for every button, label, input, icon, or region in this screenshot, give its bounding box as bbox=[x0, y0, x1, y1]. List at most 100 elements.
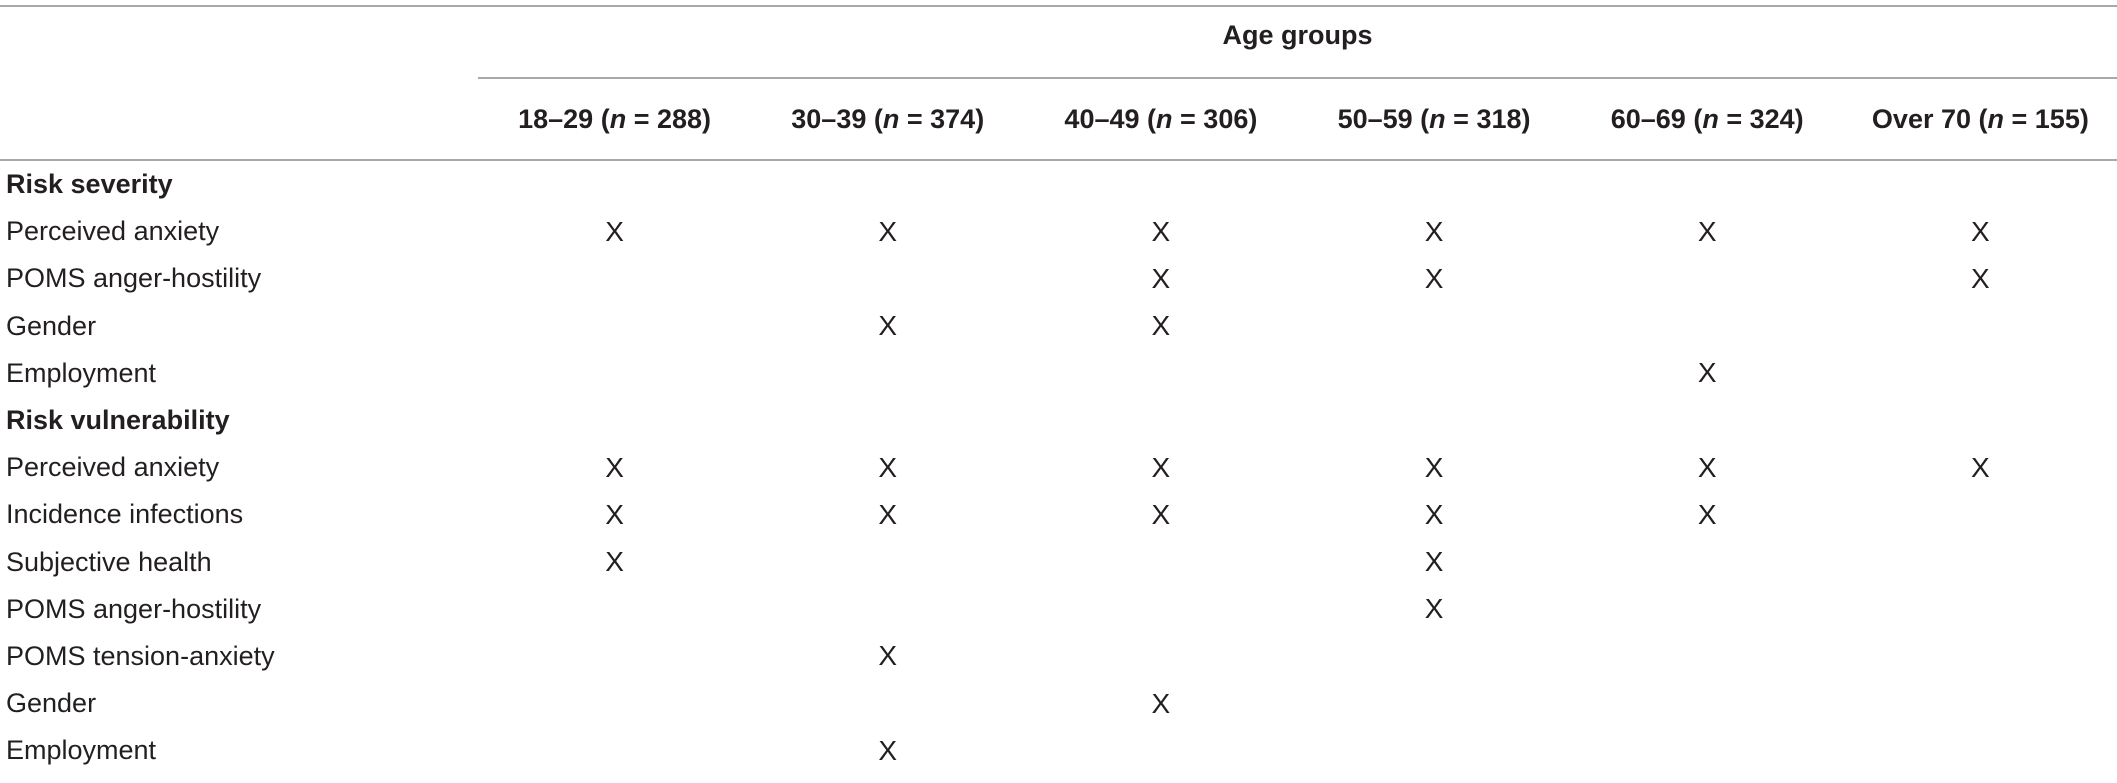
empty-cell bbox=[1024, 397, 1297, 444]
mark-cell: X bbox=[1697, 451, 1717, 483]
mark-cell: X bbox=[878, 498, 898, 530]
column-n-value: 288 bbox=[656, 103, 703, 134]
empty-cell bbox=[1571, 397, 1844, 444]
column-n-value: 306 bbox=[1203, 103, 1249, 134]
header-empty-cell bbox=[0, 6, 478, 79]
row-label: POMS tension-anxiety bbox=[6, 640, 275, 671]
column-range: 30–39 bbox=[791, 103, 867, 134]
mark-cell: X bbox=[1151, 451, 1171, 483]
age-groups-heading: Age groups bbox=[478, 7, 2117, 79]
mark-cell bbox=[1024, 539, 1297, 586]
mark-cell bbox=[1844, 586, 2117, 633]
mark-cell: X bbox=[1151, 262, 1171, 294]
mark-cell bbox=[478, 680, 751, 727]
column-header: 50–59 (n = 318) bbox=[1337, 103, 1531, 134]
mark-cell bbox=[1297, 727, 1570, 774]
mark-cell bbox=[1844, 727, 2117, 774]
header-label-cell bbox=[0, 79, 478, 160]
empty-cell bbox=[1024, 160, 1297, 208]
empty-cell bbox=[478, 160, 751, 208]
mark-cell: X bbox=[878, 734, 898, 766]
row-label: POMS anger-hostility bbox=[6, 593, 262, 624]
row-label: Perceived anxiety bbox=[6, 452, 220, 483]
column-n-value: 318 bbox=[1476, 103, 1522, 134]
mark-cell: X bbox=[1151, 215, 1171, 247]
mark-cell: X bbox=[1424, 546, 1444, 578]
mark-cell: X bbox=[605, 451, 624, 483]
mark-cell bbox=[751, 255, 1024, 302]
mark-cell bbox=[1571, 586, 1844, 633]
mark-cell: X bbox=[878, 310, 898, 342]
row-label: POMS anger-hostility bbox=[6, 263, 262, 294]
column-range: 18–29 bbox=[518, 103, 594, 134]
mark-cell: X bbox=[605, 215, 624, 247]
table-row: Subjective health X X bbox=[0, 539, 2117, 586]
mark-cell: X bbox=[1971, 215, 1990, 247]
mark-cell: X bbox=[878, 451, 898, 483]
column-header: 18–29 (n = 288) bbox=[518, 103, 712, 134]
section-title: Risk severity bbox=[6, 169, 173, 200]
mark-cell: X bbox=[1971, 262, 1990, 294]
column-header: Over 70 (n = 155) bbox=[1871, 103, 2089, 134]
mark-cell bbox=[1297, 633, 1570, 680]
empty-cell bbox=[1844, 397, 2117, 444]
mark-cell bbox=[1844, 350, 2117, 397]
mark-cell: X bbox=[1424, 262, 1444, 294]
section-row: Risk severity bbox=[0, 160, 2117, 208]
mark-cell bbox=[1571, 539, 1844, 586]
mark-cell: X bbox=[1697, 215, 1717, 247]
mark-cell bbox=[1844, 491, 2117, 538]
column-n-value: 324 bbox=[1749, 103, 1795, 134]
mark-cell bbox=[1297, 303, 1570, 350]
mark-cell bbox=[1844, 303, 2117, 350]
group-header-row: Age groups bbox=[0, 6, 2117, 79]
row-label: Employment bbox=[6, 735, 157, 766]
row-label: Employment bbox=[6, 357, 157, 388]
mark-cell bbox=[1297, 680, 1570, 727]
mark-cell bbox=[1024, 633, 1297, 680]
mark-cell bbox=[1571, 255, 1844, 302]
mark-cell bbox=[478, 727, 751, 774]
mark-cell: X bbox=[1697, 498, 1717, 530]
mark-cell bbox=[1571, 727, 1844, 774]
mark-cell bbox=[1024, 586, 1297, 633]
n-symbol: n bbox=[1702, 103, 1719, 134]
mark-cell: X bbox=[1424, 451, 1444, 483]
mark-cell bbox=[478, 586, 751, 633]
table-body: Risk severity Perceived anxiety X X X X X X POMS… bbox=[0, 160, 2117, 774]
mark-cell bbox=[478, 255, 751, 302]
row-label: Perceived anxiety bbox=[6, 216, 220, 247]
table-row: Perceived anxiety X X X X X X bbox=[0, 444, 2117, 491]
mark-cell bbox=[1297, 350, 1570, 397]
mark-cell: X bbox=[1424, 215, 1444, 247]
table-row: POMS anger-hostility X bbox=[0, 586, 2117, 633]
mark-cell: X bbox=[1971, 451, 1990, 483]
n-symbol: n bbox=[1987, 103, 2005, 134]
mark-cell: X bbox=[1697, 357, 1717, 389]
mark-cell: X bbox=[1151, 498, 1171, 530]
empty-cell bbox=[478, 397, 751, 444]
mark-cell: X bbox=[605, 546, 624, 578]
row-label: Gender bbox=[6, 688, 97, 719]
mark-cell: X bbox=[1424, 593, 1444, 625]
mark-cell: X bbox=[878, 215, 898, 247]
age-group-table: Age groups 18–29 (n = 288) 30–39 (n = 374… bbox=[0, 5, 2117, 774]
empty-cell bbox=[751, 160, 1024, 208]
column-range: 60–69 bbox=[1610, 103, 1686, 134]
mark-cell: X bbox=[1151, 687, 1171, 719]
table-row: Incidence infections X X X X X bbox=[0, 491, 2117, 538]
mark-cell bbox=[1571, 633, 1844, 680]
table-row: Perceived anxiety X X X X X X bbox=[0, 208, 2117, 255]
mark-cell bbox=[478, 303, 751, 350]
column-range: Over 70 bbox=[1871, 103, 1971, 134]
mark-cell: X bbox=[605, 498, 624, 530]
section-row: Risk vulnerability bbox=[0, 397, 2117, 444]
table-row: Gender X bbox=[0, 680, 2117, 727]
table-row: Gender X X bbox=[0, 303, 2117, 350]
n-symbol: n bbox=[1429, 103, 1446, 134]
row-label: Gender bbox=[6, 310, 97, 341]
mark-cell: X bbox=[878, 640, 898, 672]
column-header-row: 18–29 (n = 288) 30–39 (n = 374) 40–49 (n =… bbox=[0, 79, 2117, 160]
mark-cell bbox=[751, 680, 1024, 727]
n-symbol: n bbox=[882, 103, 900, 134]
